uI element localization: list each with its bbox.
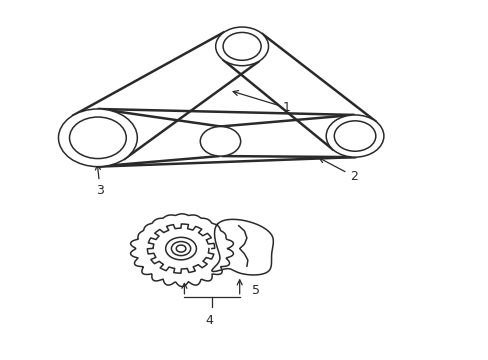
Text: 4: 4	[205, 314, 213, 327]
Text: 1: 1	[233, 91, 290, 114]
Text: 3: 3	[95, 165, 104, 197]
Text: 5: 5	[251, 284, 259, 297]
Text: 2: 2	[319, 158, 357, 183]
Circle shape	[171, 242, 190, 256]
Circle shape	[325, 115, 383, 157]
Circle shape	[165, 237, 196, 260]
Circle shape	[200, 127, 240, 156]
Circle shape	[59, 109, 137, 167]
Circle shape	[215, 27, 268, 66]
Circle shape	[176, 245, 185, 252]
